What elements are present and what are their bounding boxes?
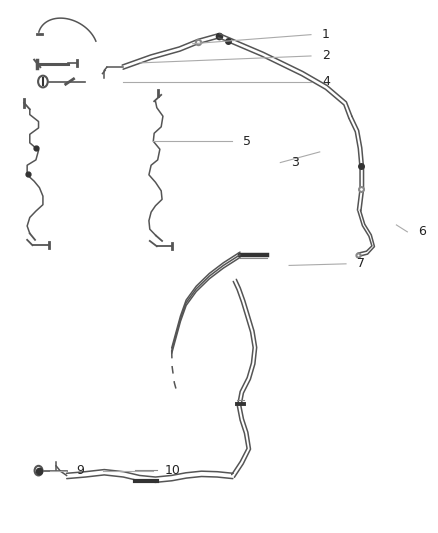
Text: 3: 3	[291, 156, 299, 169]
Text: 7: 7	[357, 257, 365, 270]
Text: 6: 6	[418, 225, 426, 238]
Text: 10: 10	[164, 464, 180, 477]
Text: 1: 1	[322, 28, 330, 41]
Text: 9: 9	[77, 464, 85, 477]
Text: 2: 2	[322, 50, 330, 62]
Text: 5: 5	[243, 135, 251, 148]
Text: 4: 4	[322, 75, 330, 88]
